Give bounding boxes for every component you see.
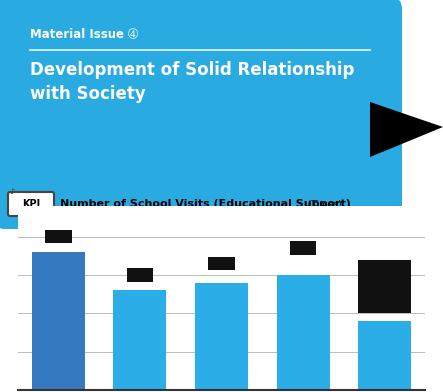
Bar (358, 321, 411, 390)
Bar (113, 290, 167, 390)
Bar (127, 268, 153, 281)
Bar (45, 230, 72, 243)
Bar (276, 275, 330, 390)
FancyBboxPatch shape (8, 192, 54, 216)
Text: Development of Solid Relationship
with Society: Development of Solid Relationship with S… (30, 61, 354, 103)
Bar (358, 260, 411, 313)
Bar (290, 241, 316, 255)
Text: (Times): (Times) (305, 200, 342, 209)
Text: KPI: KPI (22, 199, 40, 209)
Bar (208, 257, 235, 270)
Bar (32, 252, 85, 390)
Polygon shape (370, 102, 443, 157)
Bar (195, 283, 248, 390)
Text: ♪: ♪ (9, 187, 14, 196)
FancyBboxPatch shape (0, 0, 402, 229)
Text: Number of School Visits (Educational Support): Number of School Visits (Educational Sup… (60, 199, 351, 209)
Text: Material Issue ➃: Material Issue ➃ (30, 27, 138, 40)
